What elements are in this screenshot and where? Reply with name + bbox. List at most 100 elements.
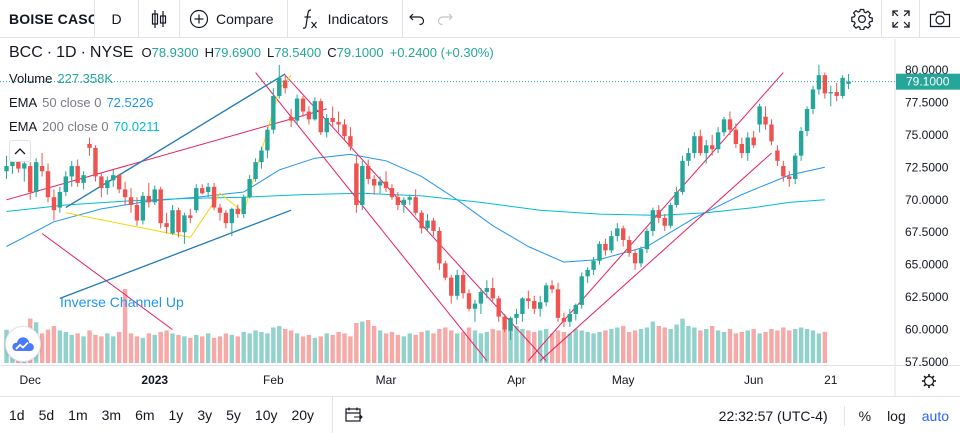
volume-bar	[449, 330, 454, 363]
range-5y[interactable]: 5y	[226, 407, 241, 423]
clock-timezone[interactable]: 22:32:57 (UTC-4)	[719, 405, 845, 426]
candle-body	[235, 208, 240, 215]
compare-button[interactable]: Compare	[180, 0, 288, 38]
volume-bar	[561, 331, 567, 363]
candle-body	[39, 166, 45, 172]
price-tick-label: 65.0000	[905, 258, 949, 272]
candle-body	[211, 186, 217, 208]
candle-body	[798, 130, 804, 156]
candle-body	[644, 230, 650, 250]
volume-bar	[116, 331, 122, 363]
ema50-value: 72.5226	[106, 94, 154, 110]
candle-body	[389, 188, 395, 198]
candle-body	[324, 118, 329, 133]
candle-body	[45, 171, 51, 198]
ema50-param: 50 close 0	[42, 94, 102, 110]
low-label: L	[266, 45, 275, 60]
chart-type-button[interactable]	[139, 0, 180, 38]
candle-body	[484, 288, 490, 292]
volume-bar	[152, 334, 157, 363]
fullscreen-icon	[891, 10, 910, 28]
candle-body	[93, 147, 98, 177]
candle-body	[526, 298, 531, 302]
candle-body	[253, 162, 258, 180]
chart-legend: BCC · 1D · NYSE O 78.9300 H 79.6900 L 78…	[9, 44, 500, 138]
open-label: O	[141, 45, 152, 60]
range-3y[interactable]: 3y	[197, 407, 213, 423]
undo-button[interactable]	[403, 0, 431, 38]
legend-collapse-button[interactable]	[9, 140, 31, 162]
volume-bar	[140, 337, 146, 363]
volume-bar	[425, 330, 430, 363]
volume-bar	[781, 327, 786, 363]
candle-body	[306, 111, 312, 120]
candle-body	[69, 166, 74, 177]
indicators-button[interactable]: Indicators	[288, 0, 404, 38]
candle-body	[170, 210, 175, 234]
volume-bar	[39, 333, 45, 363]
settings-button[interactable]	[842, 0, 882, 38]
range-buttons: 1d 5d 1m 3m 6m 1y 3y 5y 10y 20y	[0, 397, 328, 433]
legend-ema50-row[interactable]: EMA 50 close 0 72.5226	[9, 90, 500, 114]
candle-body	[721, 119, 727, 133]
price-tick-label: 67.5000	[905, 225, 949, 239]
volume-bar	[247, 333, 252, 363]
date-range-button[interactable]	[332, 396, 363, 433]
legend-dot: ·	[80, 44, 86, 61]
interval-button[interactable]: D	[95, 0, 139, 38]
range-1m[interactable]: 1m	[68, 407, 88, 423]
volume-bar	[51, 326, 57, 363]
candle-body	[840, 77, 845, 96]
candle-body	[116, 175, 122, 190]
percent-scale-toggle[interactable]: %	[858, 407, 872, 424]
volume-bar	[259, 331, 264, 363]
fullscreen-button[interactable]	[882, 0, 920, 38]
legend-ema200-row[interactable]: EMA 200 close 0 70.0211	[9, 114, 500, 138]
high-label: H	[204, 45, 214, 60]
range-10y[interactable]: 10y	[254, 407, 278, 423]
volume-bar	[549, 333, 555, 363]
legend-volume-row[interactable]: Volume 227.358K	[9, 66, 500, 90]
redo-button[interactable]	[431, 0, 459, 38]
symbol-search[interactable]: BOISE CASC	[0, 0, 95, 38]
range-20y[interactable]: 20y	[291, 407, 315, 423]
volume-bar	[318, 336, 323, 363]
gear-icon[interactable]	[922, 374, 936, 388]
volume-bar	[413, 334, 418, 363]
volume-bar	[253, 330, 258, 363]
auto-scale-toggle[interactable]: auto	[921, 407, 949, 424]
candle-body	[603, 243, 608, 251]
log-scale-toggle[interactable]: log	[887, 407, 906, 424]
gear-icon-tooth	[923, 375, 927, 379]
legend-symbol[interactable]: BCC	[9, 44, 43, 61]
volume-bar	[466, 327, 472, 363]
chart-annotation[interactable]: Inverse Channel Up	[60, 294, 184, 310]
volume-bar	[158, 331, 163, 363]
volume-bar	[401, 336, 407, 363]
volume-bar	[443, 327, 448, 363]
volume-bar	[496, 330, 501, 363]
tradingview-logo-button[interactable]	[5, 326, 41, 362]
price-chart[interactable]: 80.0000 77.5000 75.0000 72.5000 70.0000 67.50…	[0, 39, 960, 396]
snapshot-button[interactable]	[920, 0, 960, 38]
candle-body	[199, 188, 205, 194]
volume-bar	[792, 328, 798, 363]
range-6m[interactable]: 6m	[135, 407, 155, 423]
range-5d[interactable]: 5d	[38, 407, 55, 423]
range-1y[interactable]: 1y	[168, 407, 184, 423]
range-1d[interactable]: 1d	[9, 407, 25, 423]
volume-bar	[176, 334, 181, 363]
candle-body	[16, 158, 21, 169]
volume-bar	[579, 330, 584, 363]
time-tick-label: 2023	[141, 373, 168, 387]
time-tick-label: Dec	[20, 373, 41, 387]
volume-bar	[377, 330, 383, 363]
candle-body	[443, 263, 448, 278]
candle-body	[395, 197, 401, 205]
candle-body	[105, 180, 110, 189]
candle-body	[662, 217, 667, 226]
candle-body	[543, 285, 549, 303]
candle-body	[134, 204, 140, 221]
range-3m[interactable]: 3m	[101, 407, 122, 423]
volume-bar	[745, 330, 750, 363]
